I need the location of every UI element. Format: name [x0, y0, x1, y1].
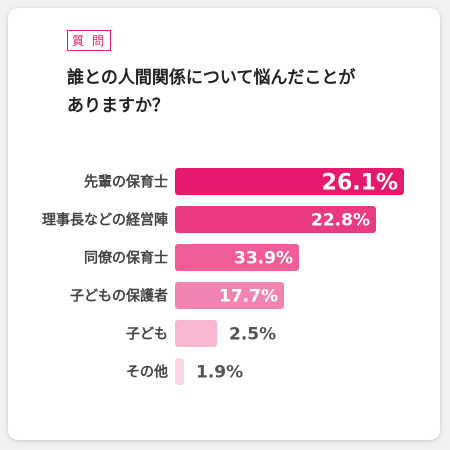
bar: [175, 244, 299, 271]
category-label: 子どもの保護者: [70, 288, 168, 305]
value-label: 2.5%: [229, 325, 276, 345]
bar: [175, 168, 404, 195]
value-label: 17.7%: [219, 287, 278, 307]
category-label: 子ども: [126, 327, 168, 343]
value-label: 22.8%: [311, 211, 370, 231]
category-label: その他: [126, 364, 168, 381]
category-label: 先輩の保育士: [84, 174, 168, 191]
bar: [175, 320, 217, 347]
question-title: 誰との人間関係について悩んだことが ありますか？: [67, 64, 417, 120]
question-line-1: 誰との人間関係について悩んだことが: [67, 68, 356, 88]
question-tag: 質 問: [67, 30, 111, 51]
value-label: 1.9%: [196, 363, 243, 383]
category-label: 理事長などの経営陣: [42, 212, 168, 229]
value-label: 33.9%: [234, 249, 293, 269]
question-line-2: ありますか？: [67, 96, 169, 116]
value-label: 26.1%: [322, 171, 398, 196]
bar: [175, 358, 184, 385]
category-label: 同僚の保育士: [84, 250, 168, 267]
bar: [175, 206, 376, 233]
bar: [175, 282, 284, 309]
